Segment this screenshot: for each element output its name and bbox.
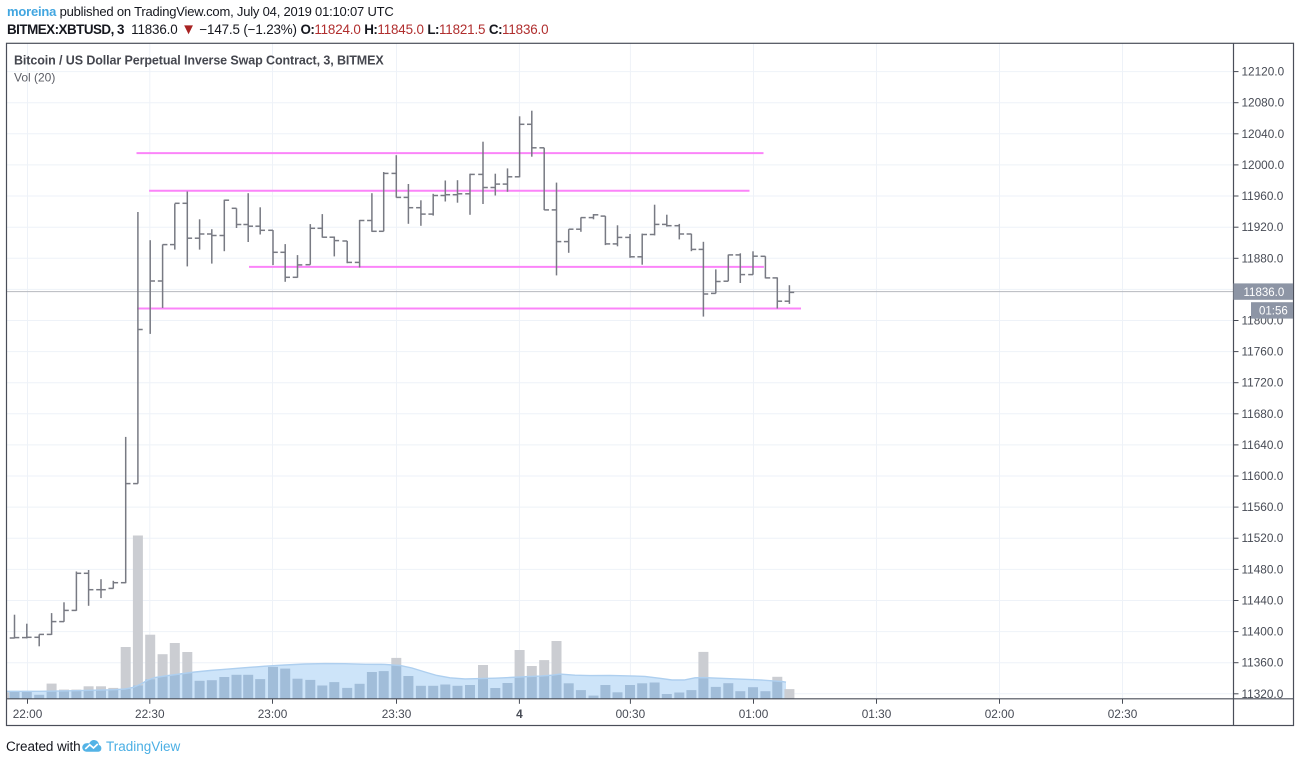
svg-text:11880.0: 11880.0 [1242, 251, 1284, 265]
svg-text:11480.0: 11480.0 [1242, 562, 1284, 576]
svg-text:Bitcoin / US Dollar Perpetual: Bitcoin / US Dollar Perpetual Inverse Sw… [14, 54, 384, 68]
svg-text:11360.0: 11360.0 [1242, 656, 1284, 670]
svg-text:12080.0: 12080.0 [1242, 96, 1285, 110]
svg-text:12120.0: 12120.0 [1242, 65, 1285, 79]
svg-text:22:00: 22:00 [13, 707, 43, 721]
svg-text:12040.0: 12040.0 [1242, 127, 1285, 141]
svg-text:11760.0: 11760.0 [1242, 345, 1284, 359]
svg-text:Vol (20): Vol (20) [14, 71, 55, 85]
svg-text:11520.0: 11520.0 [1242, 531, 1284, 545]
svg-text:02:30: 02:30 [1108, 707, 1138, 721]
svg-text:22:30: 22:30 [135, 707, 165, 721]
svg-text:4: 4 [516, 707, 523, 721]
svg-text:01:56: 01:56 [1259, 306, 1288, 318]
svg-text:12000.0: 12000.0 [1242, 158, 1285, 172]
svg-text:02:00: 02:00 [985, 707, 1015, 721]
svg-text:11400.0: 11400.0 [1242, 625, 1284, 639]
svg-text:23:30: 23:30 [382, 707, 412, 721]
svg-text:11640.0: 11640.0 [1242, 438, 1284, 452]
svg-text:11920.0: 11920.0 [1242, 220, 1284, 234]
svg-text:11320.0: 11320.0 [1242, 687, 1284, 701]
svg-text:11440.0: 11440.0 [1242, 594, 1284, 608]
svg-text:00:30: 00:30 [616, 707, 646, 721]
svg-text:01:30: 01:30 [862, 707, 892, 721]
svg-text:11680.0: 11680.0 [1242, 407, 1284, 421]
svg-text:11600.0: 11600.0 [1242, 469, 1284, 483]
svg-text:01:00: 01:00 [739, 707, 769, 721]
svg-text:11960.0: 11960.0 [1242, 189, 1284, 203]
svg-text:11720.0: 11720.0 [1242, 376, 1284, 390]
svg-text:11560.0: 11560.0 [1242, 500, 1284, 514]
svg-text:11836.0: 11836.0 [1244, 287, 1285, 299]
svg-text:23:00: 23:00 [258, 707, 288, 721]
